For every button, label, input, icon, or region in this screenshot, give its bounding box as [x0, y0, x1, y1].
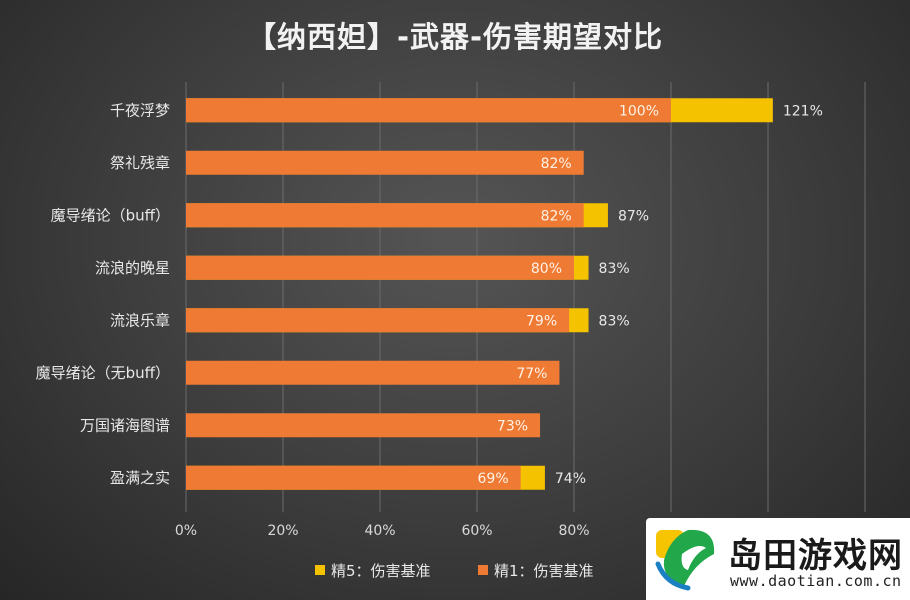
data-label-refine1: 80% [531, 261, 562, 277]
x-tick-label: 40% [364, 523, 395, 539]
bar-refine1 [186, 98, 671, 123]
bar-refine1 [186, 255, 574, 280]
data-label-refine5: 83% [599, 313, 630, 329]
data-label-refine1: 79% [526, 313, 557, 329]
category-label: 祭礼残章 [110, 154, 170, 172]
legend-label-refine5: 精5：伤害基准 [331, 562, 431, 580]
category-label: 魔导绪论（无buff） [36, 364, 170, 382]
chart-title: 【纳西妲】-武器-伤害期望对比 [246, 20, 664, 54]
leaf-swirl-logo-icon [655, 529, 715, 591]
category-label: 万国诸海图谱 [80, 416, 170, 434]
legend-label-refine1: 精1：伤害基准 [494, 562, 594, 580]
x-tick-label: 0% [175, 523, 197, 539]
category-label: 流浪乐章 [110, 311, 170, 329]
legend-swatch-refine1 [478, 565, 488, 575]
category-label: 盈满之实 [110, 469, 170, 487]
category-label: 流浪的晚星 [95, 259, 170, 277]
data-label-refine5: 83% [599, 261, 630, 277]
category-label: 魔导绪论（buff） [51, 206, 170, 224]
watermark-badge: 岛田游戏网 www.daotian.com.cn [646, 518, 910, 600]
data-label-refine1: 100% [619, 103, 659, 119]
data-label-refine1: 69% [478, 471, 509, 487]
data-label-refine5: 87% [618, 208, 649, 224]
watermark-site-name: 岛田游戏网 [728, 536, 903, 576]
data-label-refine1: 77% [516, 366, 547, 382]
bar-refine1 [186, 465, 521, 490]
category-label: 千夜浮梦 [110, 101, 170, 119]
bar-refine1 [186, 308, 570, 333]
legend-swatch-refine5 [315, 565, 325, 575]
data-label-refine5: 74% [555, 471, 586, 487]
bar-refine1 [186, 413, 541, 438]
bar-refine1 [186, 360, 560, 385]
bar-refine1 [186, 150, 584, 175]
watermark-site-url: www.daotian.com.cn [730, 572, 902, 590]
x-tick-label: 60% [461, 523, 492, 539]
x-tick-label: 20% [267, 523, 298, 539]
data-label-refine1: 82% [541, 208, 572, 224]
x-tick-label: 80% [558, 523, 589, 539]
data-label-refine1: 82% [541, 156, 572, 172]
data-label-refine1: 73% [497, 418, 528, 434]
bar-refine1 [186, 203, 584, 228]
data-label-refine5: 121% [783, 103, 823, 119]
